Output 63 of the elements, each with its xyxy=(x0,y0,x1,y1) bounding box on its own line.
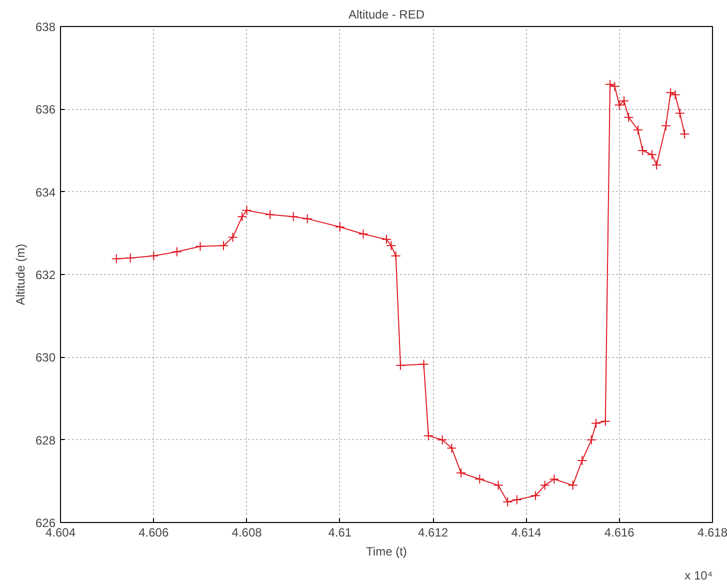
point xyxy=(638,146,648,156)
point xyxy=(493,480,504,490)
y-tick-label: 628 xyxy=(35,433,56,448)
x-tick-label: 4.616 xyxy=(604,526,635,540)
point xyxy=(666,88,676,98)
y-tick-label: 636 xyxy=(35,102,56,117)
point xyxy=(334,222,345,232)
point xyxy=(195,241,206,252)
point xyxy=(632,124,643,135)
y-tick-label: 632 xyxy=(35,268,56,282)
point xyxy=(568,480,578,490)
point xyxy=(111,254,122,264)
y-tick-label: 638 xyxy=(35,20,56,34)
point xyxy=(423,430,434,441)
point xyxy=(680,128,690,139)
y-axis-title: Altitude (m) xyxy=(13,244,28,306)
point xyxy=(591,418,602,428)
point xyxy=(502,496,513,507)
x-tick-label: 4.612 xyxy=(418,526,448,540)
point xyxy=(172,246,182,257)
point xyxy=(358,228,368,239)
point xyxy=(302,214,312,224)
point xyxy=(549,474,560,484)
point xyxy=(586,434,596,445)
x-tick-label: 4.614 xyxy=(511,526,542,540)
point xyxy=(265,210,276,220)
point xyxy=(382,234,392,244)
point xyxy=(148,250,159,261)
x-tick-label: 4.604 xyxy=(45,526,76,540)
point xyxy=(125,252,136,263)
point xyxy=(418,359,429,370)
point xyxy=(390,250,401,261)
x-tick-label: 4.608 xyxy=(232,526,262,540)
x-tick-label: 4.61 xyxy=(328,526,352,540)
point xyxy=(456,468,466,478)
point xyxy=(288,212,298,222)
point xyxy=(386,240,396,251)
point xyxy=(646,150,657,160)
point xyxy=(670,90,680,100)
point xyxy=(652,160,662,170)
point xyxy=(600,416,610,426)
point xyxy=(660,120,671,131)
point xyxy=(395,360,406,370)
x-tick-label: 4.606 xyxy=(138,526,169,540)
chart-title: Altitude - RED xyxy=(348,8,425,22)
point xyxy=(674,108,685,118)
point xyxy=(218,240,228,251)
point xyxy=(474,474,485,484)
point xyxy=(605,79,616,90)
point xyxy=(228,232,238,242)
point xyxy=(446,443,457,454)
point xyxy=(577,456,588,466)
x-tick-label: 4.618 xyxy=(697,526,727,540)
point xyxy=(530,490,541,501)
y-tick-label: 634 xyxy=(35,185,56,200)
point xyxy=(624,112,634,122)
point xyxy=(512,494,522,505)
text: x 10⁴ xyxy=(684,568,713,582)
point xyxy=(540,480,550,490)
x-axis-title: Time (t) xyxy=(366,544,407,558)
point xyxy=(610,81,620,92)
point xyxy=(437,434,448,445)
y-tick-label: 630 xyxy=(35,350,56,365)
